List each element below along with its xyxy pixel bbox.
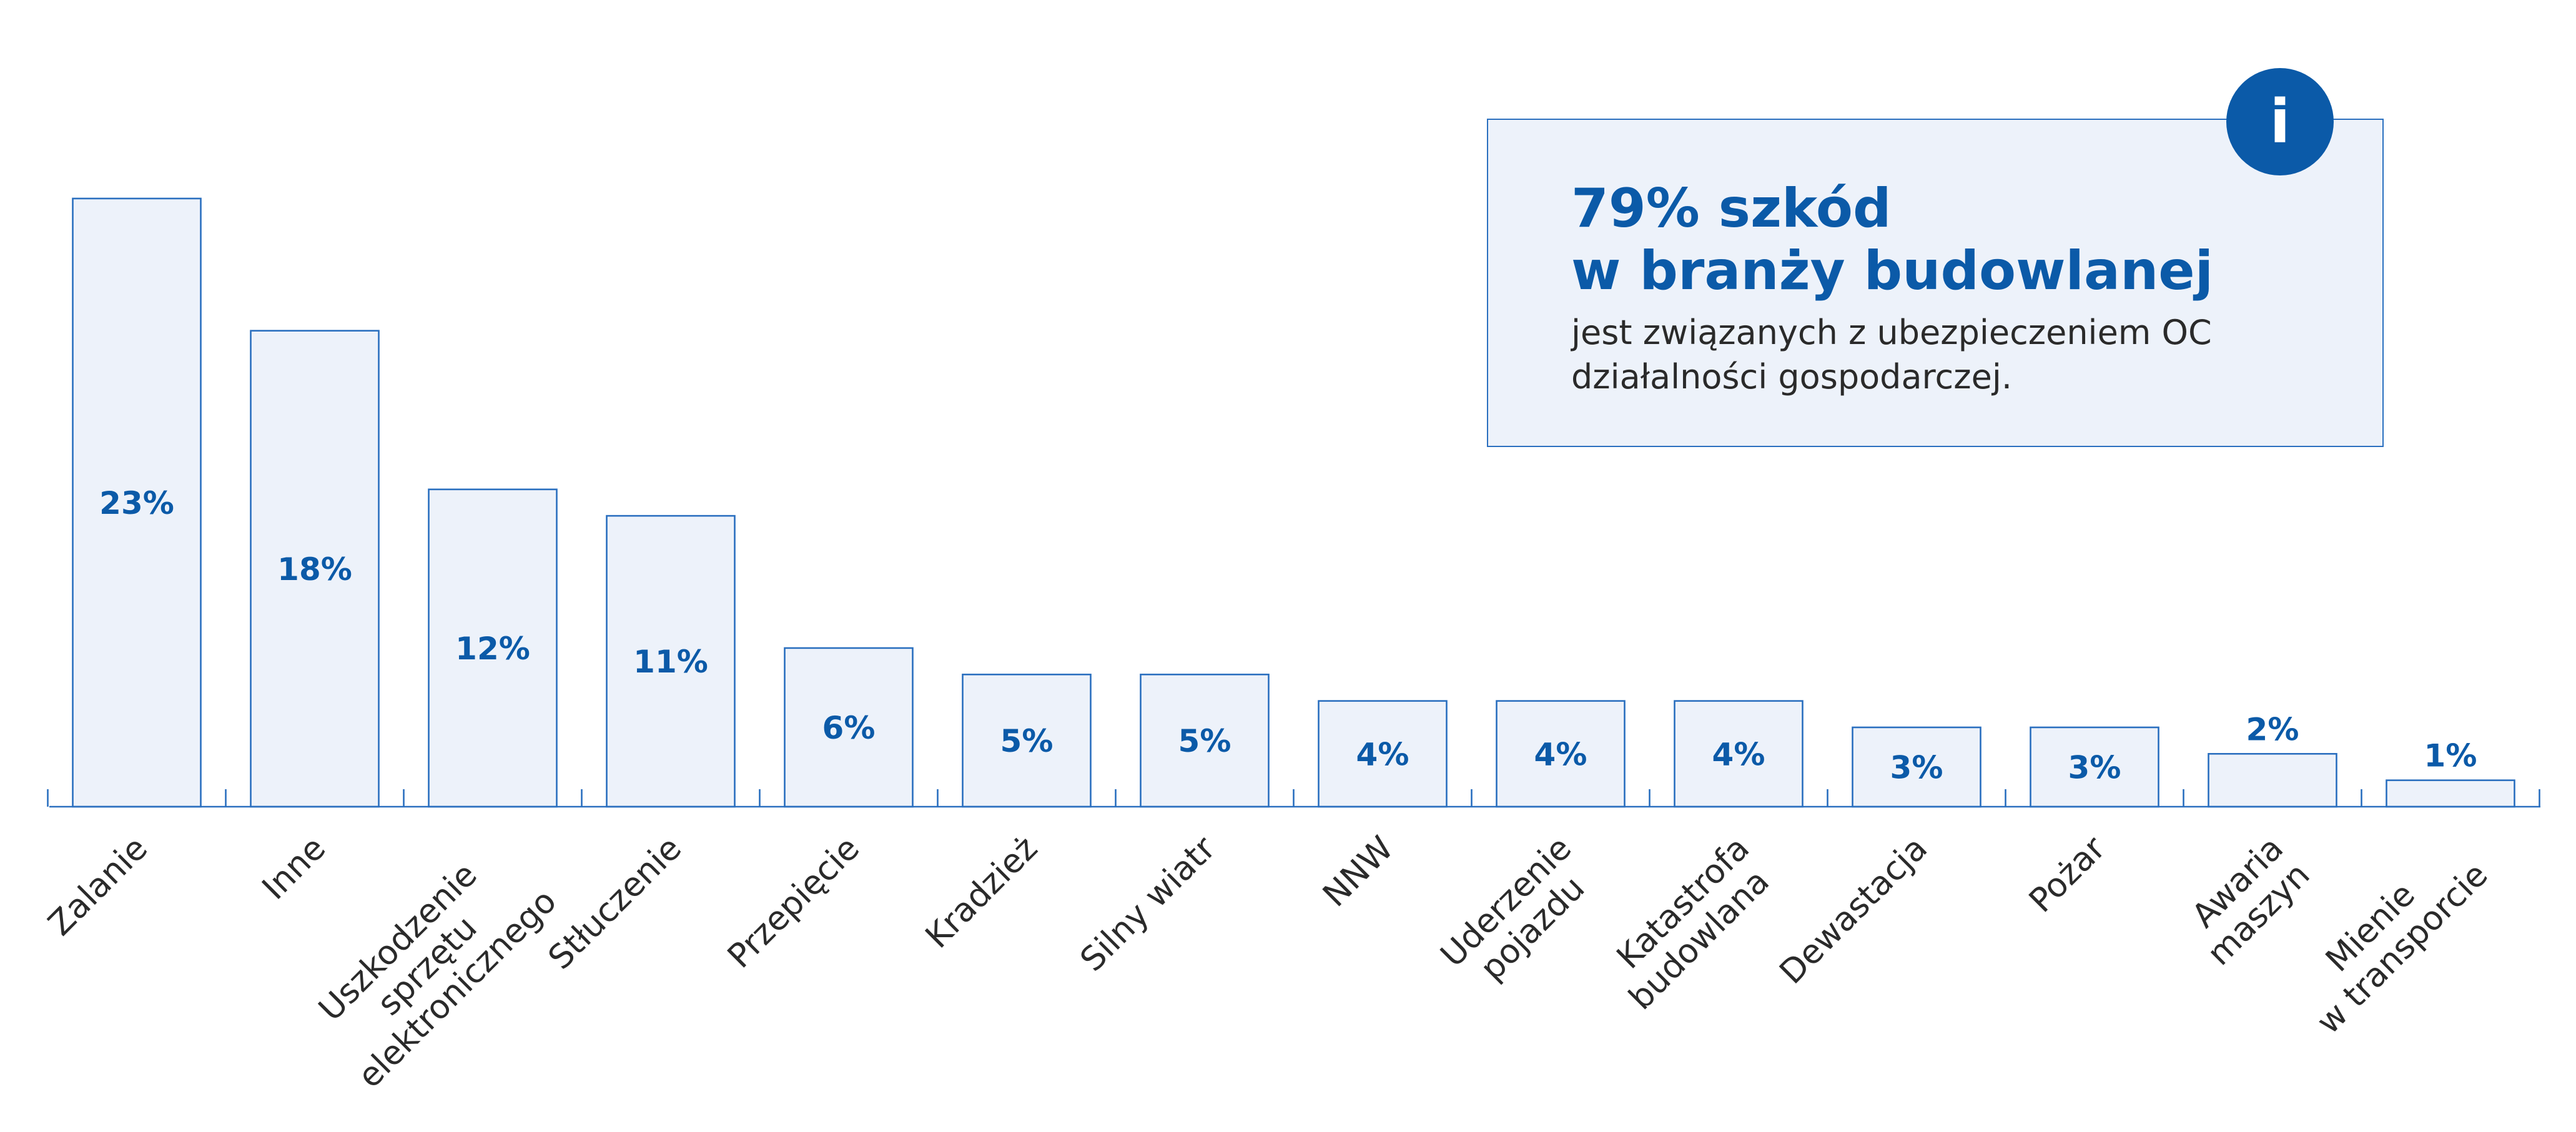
category-label: Pożar: [2022, 829, 2113, 920]
bar-value-label: 3%: [1890, 749, 1943, 785]
bar-value-label: 4%: [1356, 736, 1409, 772]
category-label-line: Przepięcie: [721, 829, 867, 976]
bar-value-label: 18%: [277, 551, 352, 588]
bar: [2030, 726, 2159, 808]
category-label-line: Pożar: [2022, 829, 2113, 920]
bar: [1318, 700, 1448, 808]
category-label-line: Kradzież: [919, 829, 1045, 956]
info-headline: 79% szkód w branży budowlanej: [1571, 177, 2213, 302]
category-label-line: Silny wiatr: [1073, 829, 1223, 979]
bar-value-label: 4%: [1712, 736, 1765, 772]
bar-value-label: 1%: [2424, 738, 2477, 774]
bars-group: 23% 18% 12% 11% 6% 5% 5% 4% 4% 4% 3% 3% 2% 1%: [72, 197, 2515, 808]
bar-value-label: 5%: [1178, 723, 1231, 759]
info-headline-line-2: w branży budowlanej: [1571, 240, 2214, 302]
bar: [2208, 753, 2337, 808]
category-label-line: Inne: [255, 829, 333, 907]
category-label: Przepięcie: [721, 829, 867, 976]
bar-value-label: 12%: [455, 631, 530, 667]
bar-value-label: 2%: [2246, 711, 2299, 747]
info-headline-line-1: 79% szkód: [1571, 177, 1892, 240]
category-label: Silny wiatr: [1073, 829, 1223, 979]
category-label: Kradzież: [919, 829, 1045, 956]
info-icon: i: [2226, 68, 2334, 175]
category-label: Zalanie: [41, 829, 155, 943]
info-text-line-1: jest związanych z ubezpieczeniem OC: [1571, 313, 2212, 352]
category-label-line: NNW: [1316, 829, 1401, 914]
bar: [2386, 779, 2515, 808]
bar-value-label: 3%: [2068, 749, 2121, 785]
bar: [428, 488, 558, 808]
bar-value-label: 6%: [822, 710, 876, 746]
x-axis: [47, 789, 2540, 808]
bar-value-label: 11%: [633, 644, 708, 680]
category-label: Inne: [255, 829, 333, 907]
info-text: jest związanych z ubezpieczeniem OC dzia…: [1571, 310, 2212, 399]
category-labels: Zalanie InneUszkodzeniesprzętuelektronicz…: [41, 829, 2495, 1096]
bar: [1496, 700, 1626, 808]
category-label: Dewastacja: [1772, 829, 1935, 992]
bar: [72, 197, 202, 808]
bar-value-label: 4%: [1534, 736, 1587, 772]
category-label-line: Dewastacja: [1772, 829, 1935, 992]
info-text-line-2: działalności gospodarczej.: [1571, 357, 2012, 396]
bar: [250, 330, 380, 808]
category-label-line: Stłuczenie: [541, 829, 689, 977]
category-label-line: Zalanie: [41, 829, 155, 943]
bar: [1140, 673, 1270, 808]
bar-value-label: 23%: [99, 485, 174, 521]
info-box: 79% szkód w branży budowlanej jest związ…: [1487, 119, 2384, 447]
bar-value-label: 5%: [1000, 723, 1054, 759]
bar: [1852, 726, 1981, 808]
category-label: Stłuczenie: [541, 829, 689, 977]
category-label: NNW: [1316, 829, 1401, 914]
